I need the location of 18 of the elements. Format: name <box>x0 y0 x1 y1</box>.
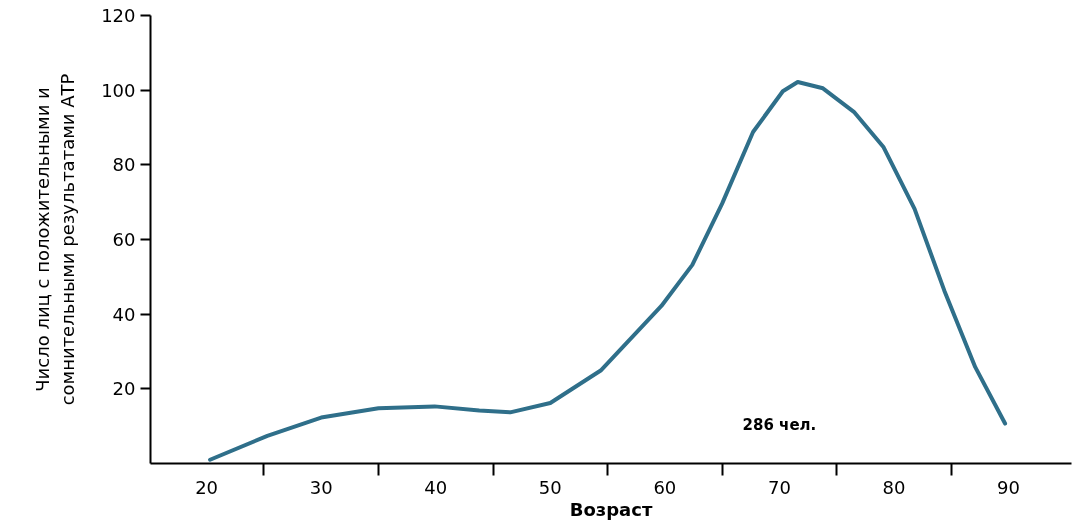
y-tick-label: 60 <box>112 229 136 250</box>
x-tick-label: 80 <box>882 476 906 498</box>
y-tick-label: 80 <box>112 154 136 176</box>
x-tick-label: 90 <box>997 476 1020 498</box>
y-tick-label: 20 <box>112 378 136 400</box>
x-axis-title: Возраст <box>569 498 653 520</box>
x-tick-label: 20 <box>195 476 219 498</box>
x-tick-label: 70 <box>767 476 791 498</box>
line-series <box>208 79 1008 462</box>
y-tick-label: 120 <box>101 5 136 26</box>
x-tick-label: 60 <box>653 476 677 498</box>
x-tick-label: 40 <box>424 476 448 498</box>
annotation: 286 чел. <box>742 415 817 434</box>
y-tick-label: 100 <box>101 79 136 101</box>
y-axis-title: Число лиц с положительными и сомнительными результатами АТР <box>31 73 79 406</box>
x-tick-label: 30 <box>309 476 333 498</box>
y-tick-label: 40 <box>112 303 136 325</box>
x-tick-label: 50 <box>538 476 562 498</box>
